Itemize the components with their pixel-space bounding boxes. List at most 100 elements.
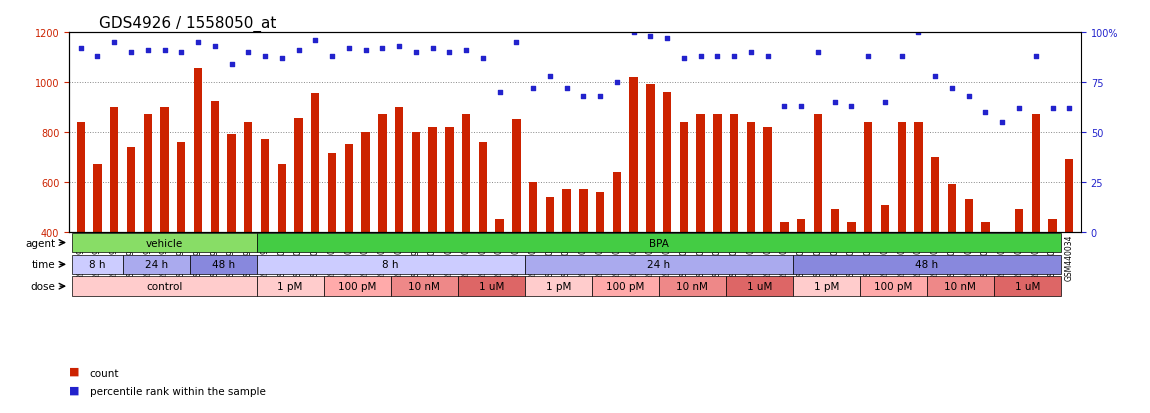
FancyBboxPatch shape bbox=[458, 277, 524, 296]
Point bbox=[255, 54, 274, 60]
FancyBboxPatch shape bbox=[726, 277, 792, 296]
Point bbox=[658, 36, 676, 42]
FancyBboxPatch shape bbox=[792, 255, 1061, 275]
Point bbox=[239, 50, 258, 56]
FancyBboxPatch shape bbox=[659, 277, 726, 296]
Point bbox=[859, 54, 877, 60]
Point bbox=[206, 44, 224, 50]
Text: BPA: BPA bbox=[649, 238, 668, 248]
Bar bbox=[294, 119, 302, 232]
Point bbox=[356, 47, 375, 54]
Bar bbox=[110, 108, 118, 232]
Bar bbox=[697, 115, 705, 232]
Bar bbox=[378, 115, 386, 232]
FancyBboxPatch shape bbox=[391, 277, 458, 296]
Bar bbox=[1014, 210, 1024, 232]
Point bbox=[423, 46, 442, 52]
Bar bbox=[629, 78, 638, 232]
Text: 1 pM: 1 pM bbox=[814, 282, 840, 292]
Point bbox=[440, 50, 459, 56]
Text: 1 pM: 1 pM bbox=[277, 282, 302, 292]
FancyBboxPatch shape bbox=[72, 277, 256, 296]
Point bbox=[624, 30, 643, 36]
Bar bbox=[580, 190, 588, 232]
Bar bbox=[596, 192, 604, 232]
Text: GDS4926 / 1558050_at: GDS4926 / 1558050_at bbox=[99, 16, 277, 32]
Bar bbox=[244, 123, 253, 232]
FancyBboxPatch shape bbox=[72, 233, 256, 253]
Bar bbox=[830, 210, 838, 232]
Bar bbox=[613, 172, 621, 232]
Point bbox=[407, 50, 426, 56]
Bar bbox=[412, 133, 420, 232]
Point bbox=[222, 62, 240, 68]
Bar bbox=[277, 165, 286, 232]
Bar bbox=[981, 222, 990, 232]
FancyBboxPatch shape bbox=[72, 255, 123, 275]
Bar bbox=[713, 115, 721, 232]
Bar bbox=[93, 165, 101, 232]
Point bbox=[373, 46, 391, 52]
Point bbox=[591, 93, 610, 100]
Point bbox=[826, 100, 844, 106]
Point bbox=[558, 85, 576, 92]
Point bbox=[390, 44, 408, 50]
Text: time: time bbox=[32, 260, 55, 270]
FancyBboxPatch shape bbox=[256, 233, 1061, 253]
Point bbox=[1027, 54, 1045, 60]
Text: 10 nM: 10 nM bbox=[408, 282, 440, 292]
Point bbox=[959, 93, 977, 100]
Point bbox=[607, 79, 626, 86]
Point bbox=[339, 46, 358, 52]
Point bbox=[842, 103, 860, 110]
Point bbox=[457, 47, 475, 54]
Bar bbox=[932, 157, 940, 232]
Point bbox=[122, 50, 140, 56]
Bar bbox=[562, 190, 570, 232]
FancyBboxPatch shape bbox=[323, 277, 391, 296]
FancyBboxPatch shape bbox=[592, 277, 659, 296]
Point bbox=[1043, 105, 1061, 112]
Point bbox=[189, 40, 207, 46]
Bar bbox=[328, 154, 336, 232]
Text: 1 uM: 1 uM bbox=[746, 282, 772, 292]
Bar bbox=[512, 120, 521, 232]
Point bbox=[994, 119, 1012, 126]
Point bbox=[1010, 105, 1028, 112]
Bar bbox=[797, 220, 805, 232]
Bar bbox=[662, 93, 672, 232]
Point bbox=[524, 85, 543, 92]
Bar bbox=[780, 222, 789, 232]
Point bbox=[691, 54, 710, 60]
Text: 100 pM: 100 pM bbox=[338, 282, 376, 292]
Point bbox=[105, 40, 123, 46]
Bar bbox=[998, 232, 1006, 264]
Point bbox=[507, 40, 526, 46]
Bar bbox=[814, 115, 822, 232]
Bar bbox=[746, 123, 756, 232]
Bar bbox=[429, 128, 437, 232]
Point bbox=[1060, 105, 1079, 112]
Bar bbox=[948, 185, 956, 232]
Bar bbox=[261, 140, 269, 232]
Bar bbox=[478, 142, 488, 232]
Point bbox=[323, 54, 342, 60]
Bar bbox=[764, 128, 772, 232]
Bar bbox=[144, 115, 152, 232]
FancyBboxPatch shape bbox=[256, 255, 524, 275]
Bar bbox=[680, 123, 688, 232]
FancyBboxPatch shape bbox=[994, 277, 1061, 296]
Bar bbox=[462, 115, 470, 232]
FancyBboxPatch shape bbox=[860, 277, 927, 296]
FancyBboxPatch shape bbox=[123, 255, 190, 275]
Point bbox=[290, 47, 308, 54]
FancyBboxPatch shape bbox=[190, 255, 256, 275]
Text: 10 nM: 10 nM bbox=[944, 282, 976, 292]
Point bbox=[724, 54, 743, 60]
Bar bbox=[177, 142, 185, 232]
Point bbox=[172, 50, 191, 56]
Text: 24 h: 24 h bbox=[145, 260, 168, 270]
Bar bbox=[394, 108, 404, 232]
Point bbox=[943, 85, 961, 92]
Bar bbox=[1032, 115, 1040, 232]
